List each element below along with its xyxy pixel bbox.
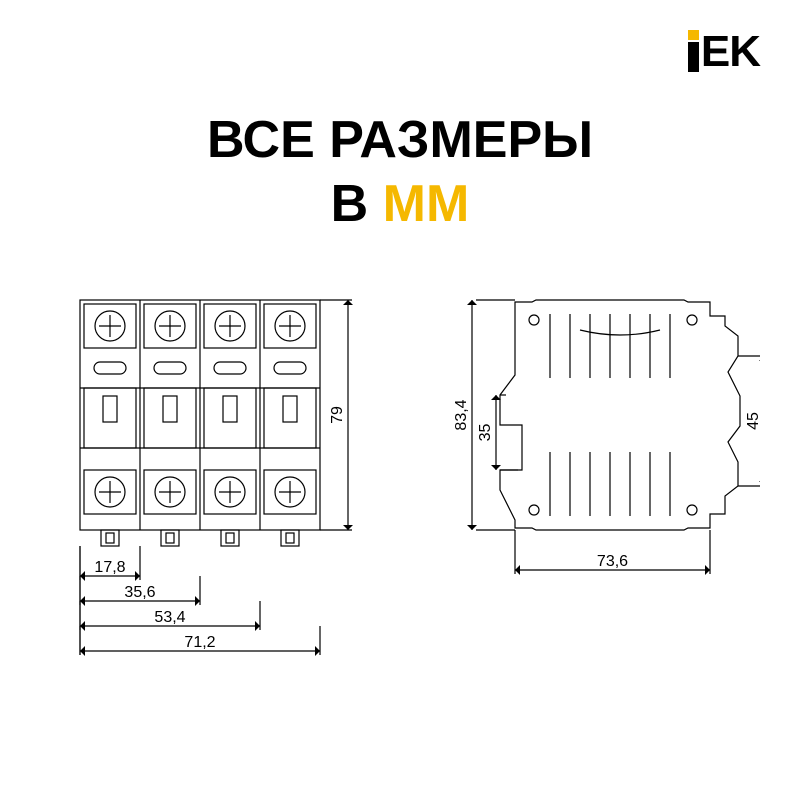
svg-text:53,4: 53,4 — [154, 609, 185, 626]
logo-i — [688, 30, 699, 74]
page-title: ВСЕ РАЗМЕРЫ В ММ — [0, 110, 800, 234]
logo-i-dot — [688, 30, 699, 40]
svg-text:35: 35 — [477, 424, 494, 442]
svg-text:83,4: 83,4 — [453, 399, 470, 430]
svg-text:71,2: 71,2 — [184, 634, 215, 651]
svg-text:79: 79 — [329, 406, 346, 424]
logo-i-stem — [688, 42, 699, 72]
svg-text:17,8: 17,8 — [94, 559, 125, 576]
title-line2-prefix: В — [331, 175, 383, 233]
side-view: 73,6 83,4 35 45 — [453, 300, 760, 575]
front-view: 79 17,8 35,6 53,4 71,2 — [80, 300, 353, 656]
technical-drawings: 79 17,8 35,6 53,4 71,2 73,6 83,4 35 45 — [60, 280, 760, 740]
svg-text:45: 45 — [745, 412, 760, 430]
brand-logo: EK — [688, 30, 760, 74]
title-line1: ВСЕ РАЗМЕРЫ — [0, 110, 800, 170]
title-line2: В ММ — [0, 174, 800, 234]
title-line2-unit: ММ — [383, 175, 470, 233]
svg-text:73,6: 73,6 — [597, 553, 628, 570]
svg-text:35,6: 35,6 — [124, 584, 155, 601]
drawing-svg: 79 17,8 35,6 53,4 71,2 73,6 83,4 35 45 — [60, 280, 760, 740]
logo-letters: EK — [701, 30, 760, 74]
